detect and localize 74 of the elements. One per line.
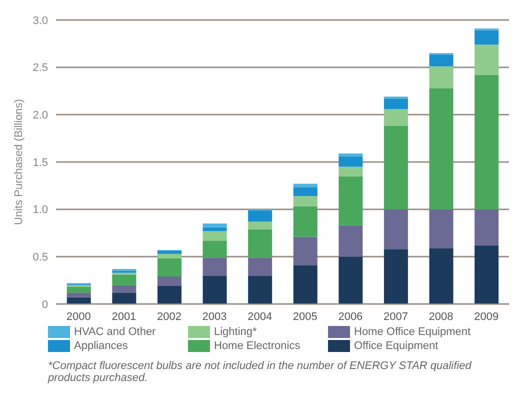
bar — [157, 250, 182, 254]
bar — [293, 236, 318, 266]
bar — [474, 44, 499, 75]
x-tick-label: 2004 — [248, 310, 272, 323]
y-tick-label: 2.0 — [32, 110, 48, 122]
bar — [384, 98, 408, 109]
bar — [429, 248, 454, 304]
x-tick-label: 2002 — [157, 310, 182, 323]
legend-label: Office Equipment — [354, 340, 438, 352]
x-tick-label: 2001 — [112, 310, 136, 323]
y-tick-label: 0 — [42, 298, 48, 311]
legend-label: Home Office Equipment — [354, 326, 471, 338]
x-tick-label: 2003 — [202, 310, 227, 323]
bar — [384, 108, 408, 126]
bar — [248, 229, 272, 258]
y-tick-label: 1.5 — [32, 156, 48, 169]
bar — [384, 209, 408, 250]
bar — [429, 88, 454, 210]
legend-label: Lighting* — [214, 326, 257, 338]
bar — [474, 245, 499, 304]
bar — [66, 292, 91, 298]
x-tick-label: 2009 — [474, 310, 499, 323]
legend-label: Home Electronics — [214, 340, 300, 352]
bar — [384, 126, 408, 210]
x-tick-label: 2006 — [338, 310, 363, 323]
legend-label: HVAC and Other — [74, 326, 156, 338]
bar — [157, 258, 182, 277]
x-tick-label: 2005 — [292, 310, 318, 323]
bar — [248, 258, 272, 276]
bar — [338, 176, 363, 226]
bar — [202, 276, 227, 304]
bar — [157, 254, 182, 259]
bar — [112, 285, 136, 293]
bar — [248, 276, 272, 304]
bar — [338, 256, 363, 304]
bar — [66, 297, 91, 304]
bar — [338, 153, 363, 156]
x-tick-label: 2000 — [66, 310, 91, 323]
x-tick-label: 2008 — [428, 310, 454, 323]
bar — [248, 222, 272, 230]
bar — [338, 156, 363, 167]
bar — [293, 206, 318, 237]
legend-label: Appliances — [74, 340, 128, 352]
bar — [338, 225, 363, 257]
bar — [293, 184, 318, 188]
bar — [202, 240, 227, 258]
y-tick-label: 0.5 — [32, 252, 48, 264]
text: *Compact fluorescent bulbs are not included in the number of ENERGY STAR qualified products purchased. — [48, 360, 473, 384]
x-tick-label: 2007 — [384, 310, 408, 323]
bar — [202, 227, 227, 232]
bar — [429, 66, 454, 88]
bar — [474, 209, 499, 246]
bar — [202, 231, 227, 241]
bar — [293, 188, 318, 196]
bar — [384, 249, 408, 304]
bar — [429, 209, 454, 248]
y-tick-label: 2.5 — [32, 62, 48, 74]
bar — [112, 292, 136, 304]
bar — [429, 55, 454, 66]
bar — [202, 258, 227, 276]
bar — [293, 196, 318, 206]
bar — [474, 30, 499, 45]
bar — [157, 286, 182, 304]
bar — [112, 274, 136, 286]
bar — [474, 74, 499, 210]
bar — [248, 210, 272, 222]
bar — [293, 265, 318, 304]
bar — [157, 276, 182, 286]
bar — [66, 286, 91, 293]
y-tick-label: 3.0 — [32, 14, 48, 27]
bar — [202, 224, 227, 228]
y-tick-label: 1.0 — [32, 204, 48, 216]
bar — [338, 166, 363, 176]
y-axis-title: Units Purchased (Billions) — [12, 99, 25, 225]
